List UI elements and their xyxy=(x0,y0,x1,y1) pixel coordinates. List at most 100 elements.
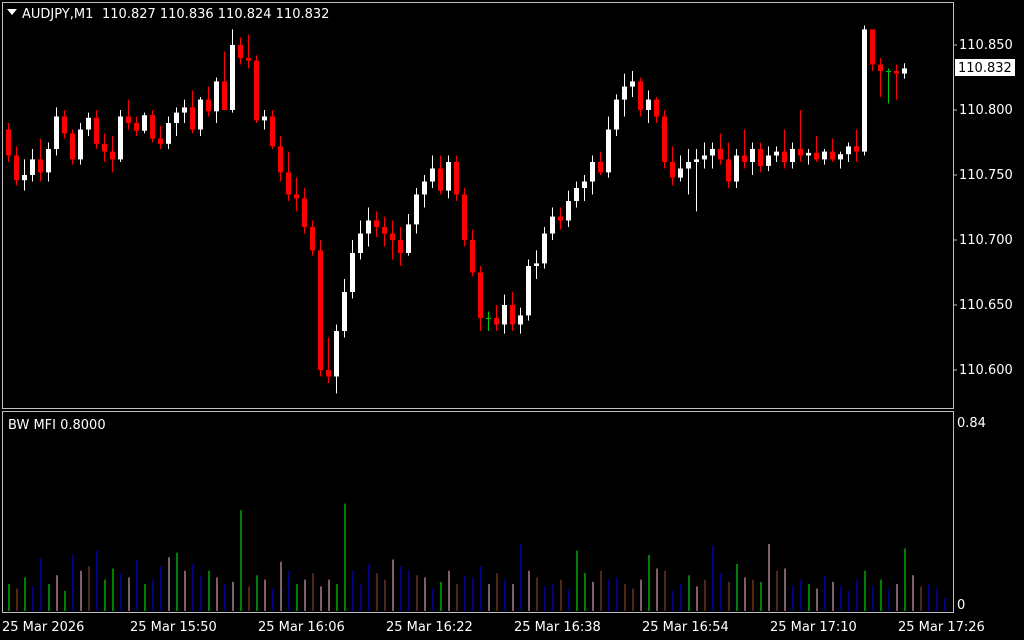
candle-body xyxy=(302,198,307,227)
candle xyxy=(262,110,267,130)
candle xyxy=(390,220,395,260)
candle xyxy=(582,175,587,201)
candle xyxy=(446,155,451,199)
candle xyxy=(350,240,355,299)
candle xyxy=(310,220,315,256)
candle-body xyxy=(342,292,347,331)
candle-body xyxy=(374,220,379,227)
mfi-max-label: 0.84 xyxy=(957,416,986,431)
time-tick: 25 Mar 15:50 xyxy=(130,620,217,635)
chart-menu-triangle-icon[interactable] xyxy=(7,9,17,15)
candle-body xyxy=(334,331,339,377)
candle-body xyxy=(502,305,507,325)
candle-body xyxy=(54,116,59,149)
candle xyxy=(654,97,659,123)
candle xyxy=(862,25,867,156)
candle-body xyxy=(102,143,107,152)
candle xyxy=(54,107,59,156)
candle xyxy=(662,110,667,169)
candle-body xyxy=(214,81,219,112)
candle-body xyxy=(190,107,195,130)
candle xyxy=(174,107,179,136)
candle-body xyxy=(574,188,579,201)
time-tick: 25 Mar 16:22 xyxy=(386,620,473,635)
candle-body xyxy=(366,220,371,234)
candle xyxy=(886,68,891,104)
candle xyxy=(422,175,427,208)
candle xyxy=(102,133,107,162)
candle-body xyxy=(678,168,683,178)
candle xyxy=(230,29,235,113)
candle-body xyxy=(710,149,715,156)
candle xyxy=(366,207,371,247)
current-price-label: 110.832 xyxy=(958,61,1012,76)
candle xyxy=(382,216,387,247)
candle xyxy=(78,123,83,165)
candle xyxy=(542,227,547,269)
candle-body xyxy=(326,370,331,377)
mfi-zero-label: 0 xyxy=(957,598,965,613)
candle xyxy=(286,151,291,201)
candle-body xyxy=(62,116,67,134)
candle-body xyxy=(390,233,395,240)
candle-body xyxy=(78,129,83,160)
candle-body xyxy=(14,155,19,181)
candle xyxy=(438,155,443,195)
candle-body xyxy=(206,99,211,112)
candle xyxy=(470,229,475,277)
candle-body xyxy=(310,227,315,251)
candle xyxy=(734,149,739,188)
candle-body xyxy=(718,149,723,160)
candle xyxy=(214,77,219,123)
candle-body xyxy=(198,99,203,130)
candle-body xyxy=(438,168,443,191)
candle-body xyxy=(70,133,75,160)
candle-body xyxy=(582,181,587,188)
candle xyxy=(606,116,611,178)
candle xyxy=(670,146,675,186)
candle xyxy=(646,90,651,123)
candle xyxy=(814,136,819,162)
candle xyxy=(894,64,899,100)
time-tick: 25 Mar 16:06 xyxy=(258,620,345,635)
candle-body xyxy=(446,162,451,191)
candle-body xyxy=(862,29,867,152)
candle-body xyxy=(182,107,187,113)
candle xyxy=(622,73,627,117)
candle-body xyxy=(246,58,251,61)
candle xyxy=(870,29,875,71)
candle-body xyxy=(750,149,755,162)
candle xyxy=(150,110,155,143)
candle-body xyxy=(278,146,283,173)
candle-body xyxy=(462,194,467,240)
candle xyxy=(558,207,563,230)
candle-body xyxy=(854,146,859,152)
candle xyxy=(206,86,211,117)
candle-body xyxy=(670,162,675,178)
candle-body xyxy=(486,318,491,319)
time-tick: 25 Mar 17:10 xyxy=(770,620,857,635)
candle xyxy=(406,214,411,256)
time-axis: 25 Mar 2026 25 Mar 15:50 25 Mar 16:06 25… xyxy=(2,620,985,635)
candle xyxy=(758,142,763,173)
candle-body xyxy=(494,318,499,325)
candle-body xyxy=(558,216,563,221)
candle-body xyxy=(742,155,747,162)
candle-body xyxy=(30,159,35,175)
candle xyxy=(854,129,859,162)
candle xyxy=(374,211,379,238)
candle-body xyxy=(294,194,299,199)
candle xyxy=(46,142,51,182)
candle xyxy=(62,110,67,139)
candle-body xyxy=(830,151,835,160)
candle-body xyxy=(150,115,155,139)
candle-body xyxy=(566,201,571,221)
candle-body xyxy=(454,162,459,195)
candle xyxy=(678,155,683,182)
candle-body xyxy=(470,240,475,273)
candle-body xyxy=(598,162,603,173)
candle xyxy=(294,177,299,212)
candle xyxy=(94,110,99,149)
candle-body xyxy=(526,266,531,316)
